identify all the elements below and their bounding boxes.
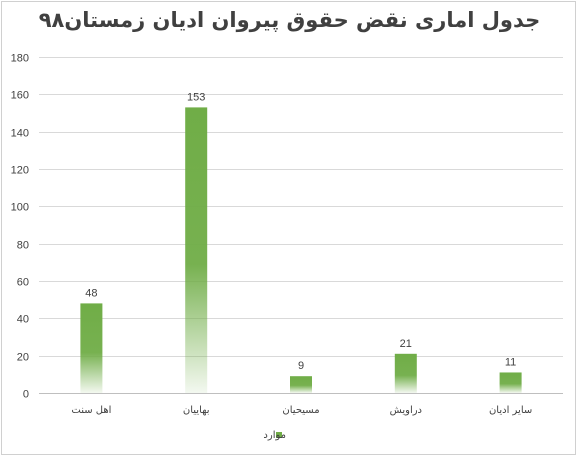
chart-title: جدول اماری نقض حقوق پیروان ادیان زمستان۹… [38,8,541,32]
y-tick-label: 180 [11,53,29,65]
data-label: 21 [400,338,412,350]
bar [290,376,312,393]
bar [80,303,103,393]
y-tick-label: 40 [17,314,29,326]
data-label: 48 [85,287,97,299]
data-label: 9 [298,360,304,372]
x-tick-label: مسیحیان [282,405,319,416]
data-label: 11 [505,356,516,368]
x-tick-label: سایر ادیان [489,405,532,416]
bar [185,107,208,394]
x-tick-label: دراویش [390,405,422,416]
bar [394,353,417,393]
y-tick-label: 100 [11,202,29,214]
bar [499,372,522,393]
y-tick-label: 160 [11,90,29,102]
x-tick-label: بهاییان [183,405,210,416]
y-tick-label: 0 [23,389,29,401]
data-label: 153 [187,91,205,103]
y-tick-label: 20 [17,352,29,364]
legend-label: موارد [263,430,286,441]
y-tick-label: 120 [11,165,29,177]
y-tick-label: 60 [17,277,29,289]
y-tick-label: 140 [11,128,29,140]
y-tick-label: 80 [17,240,29,252]
x-tick-label: اهل سنت [71,405,111,416]
legend-swatch [276,432,282,438]
